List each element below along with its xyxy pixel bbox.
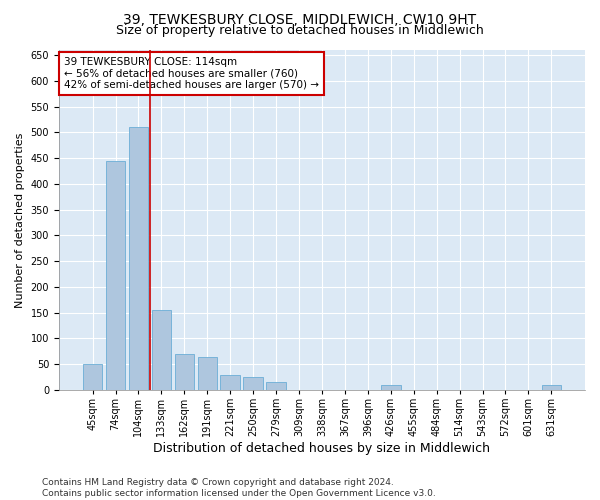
Bar	[152, 310, 171, 390]
Y-axis label: Number of detached properties: Number of detached properties	[15, 132, 25, 308]
Bar	[244, 377, 263, 390]
Text: 39 TEWKESBURY CLOSE: 114sqm
← 56% of detached houses are smaller (760)
42% of se: 39 TEWKESBURY CLOSE: 114sqm ← 56% of det…	[64, 57, 319, 90]
Text: Contains HM Land Registry data © Crown copyright and database right 2024.
Contai: Contains HM Land Registry data © Crown c…	[42, 478, 436, 498]
Bar	[106, 161, 125, 390]
X-axis label: Distribution of detached houses by size in Middlewich: Distribution of detached houses by size …	[154, 442, 490, 455]
Text: Size of property relative to detached houses in Middlewich: Size of property relative to detached ho…	[116, 24, 484, 37]
Bar	[266, 382, 286, 390]
Bar	[83, 364, 103, 390]
Bar	[542, 385, 561, 390]
Bar	[197, 356, 217, 390]
Bar	[128, 128, 148, 390]
Bar	[220, 374, 240, 390]
Bar	[175, 354, 194, 390]
Text: 39, TEWKESBURY CLOSE, MIDDLEWICH, CW10 9HT: 39, TEWKESBURY CLOSE, MIDDLEWICH, CW10 9…	[124, 12, 476, 26]
Bar	[381, 385, 401, 390]
